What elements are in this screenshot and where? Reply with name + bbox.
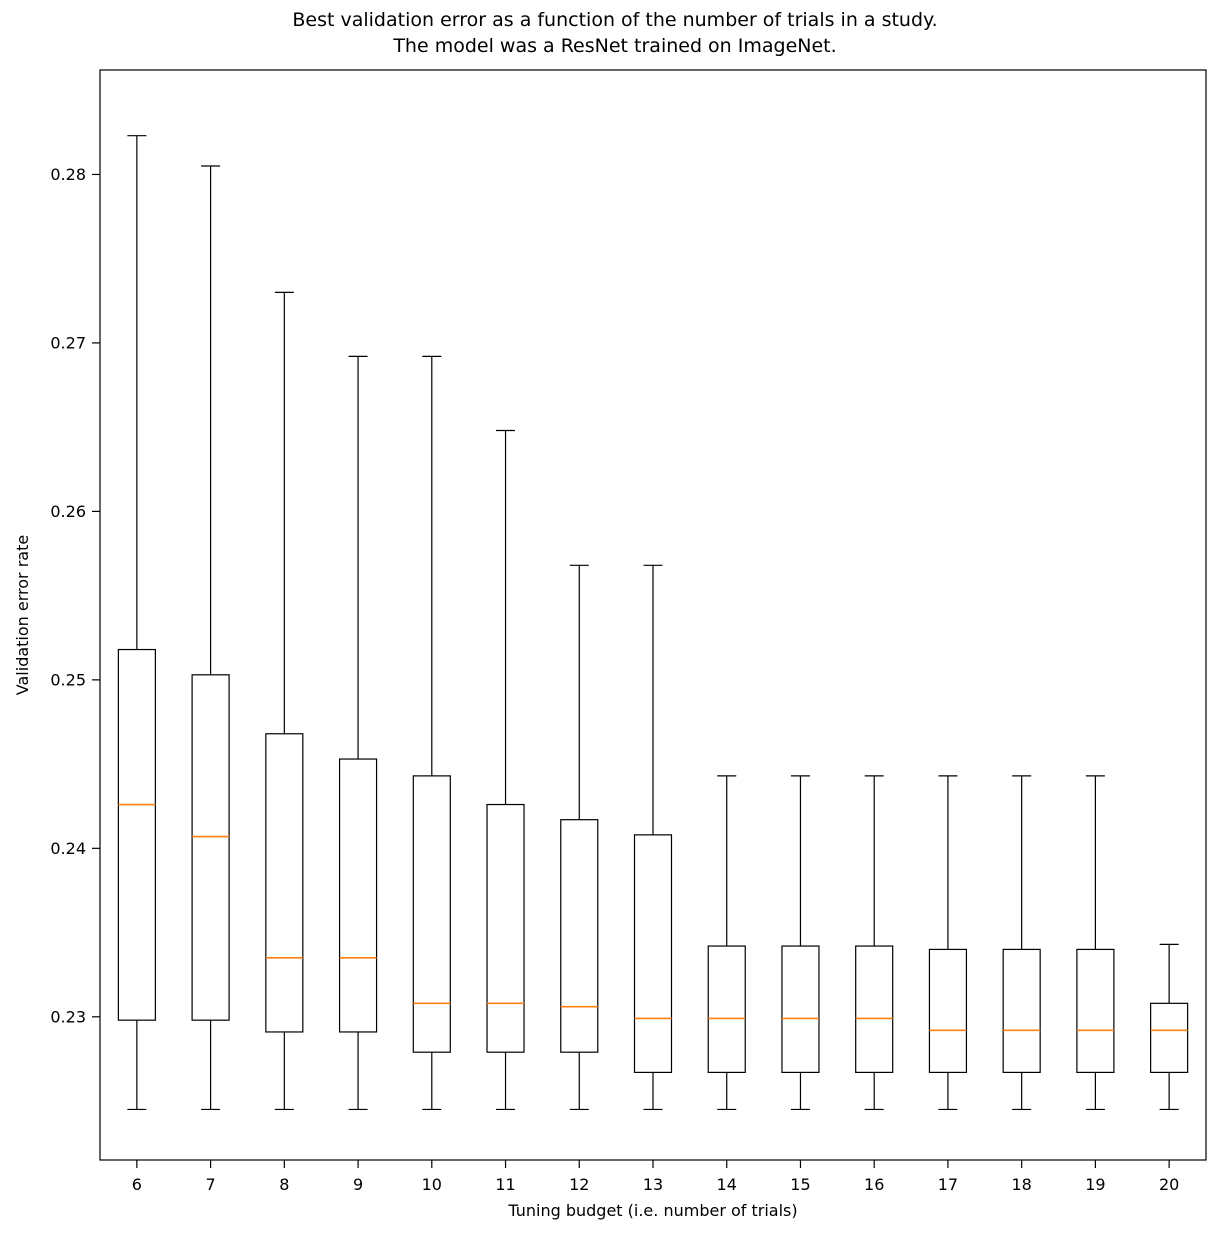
box-group-11: [486, 429, 525, 1111]
chart-title-line-2: The model was a ResNet trained on ImageN…: [392, 35, 836, 57]
x-tick-label: 12: [569, 1175, 589, 1194]
x-tick-label: 6: [132, 1175, 142, 1194]
iqr-box: [412, 775, 451, 1053]
box-group-14: [707, 775, 746, 1111]
iqr-box: [117, 648, 156, 1021]
iqr-box: [338, 758, 378, 1033]
x-tick-label: 20: [1159, 1175, 1179, 1194]
x-tick-label: 10: [422, 1175, 442, 1194]
iqr-box: [1002, 948, 1041, 1073]
iqr-box: [486, 803, 525, 1053]
y-tick-label: 0.26: [50, 502, 86, 521]
iqr-box: [633, 834, 673, 1073]
x-tick-label: 7: [206, 1175, 216, 1194]
box-group-8: [265, 291, 304, 1111]
x-tick-label: 14: [717, 1175, 737, 1194]
box-group-10: [412, 355, 451, 1111]
box-group-19: [1076, 775, 1115, 1111]
x-tick-label: 8: [279, 1175, 289, 1194]
box-group-6: [117, 135, 156, 1111]
x-axis-label: Tuning budget (i.e. number of trials): [507, 1201, 797, 1220]
y-tick-label: 0.28: [50, 165, 86, 184]
box-group-12: [560, 564, 599, 1111]
y-axis-label: Validation error rate: [13, 535, 32, 695]
box-group-18: [1002, 775, 1041, 1111]
x-tick-label: 18: [1011, 1175, 1031, 1194]
x-axis-ticks: 6 7 8 9 10 11 12 13 14 15 16 17 18 19 20: [132, 1160, 1179, 1194]
x-tick-label: 17: [938, 1175, 958, 1194]
iqr-box: [928, 948, 968, 1073]
iqr-box: [560, 819, 599, 1053]
box-group-16: [855, 775, 894, 1111]
iqr-box: [855, 945, 894, 1073]
x-tick-label: 15: [790, 1175, 810, 1194]
boxes-layer: [117, 135, 1189, 1111]
x-tick-label: 19: [1085, 1175, 1105, 1194]
y-tick-label: 0.25: [50, 670, 86, 689]
iqr-box: [707, 945, 746, 1073]
iqr-box: [1076, 948, 1115, 1073]
iqr-box: [781, 945, 820, 1073]
x-tick-label: 16: [864, 1175, 884, 1194]
box-group-17: [928, 775, 968, 1111]
x-tick-label: 11: [495, 1175, 515, 1194]
box-group-15: [781, 775, 820, 1111]
chart-title-line-1: Best validation error as a function of t…: [292, 9, 937, 31]
y-tick-label: 0.24: [50, 839, 86, 858]
x-tick-label: 13: [643, 1175, 663, 1194]
y-axis-ticks: 0.23 0.24 0.25 0.26 0.27 0.28: [50, 165, 100, 1026]
y-tick-label: 0.27: [50, 334, 86, 353]
iqr-box: [1150, 1002, 1189, 1073]
y-tick-label: 0.23: [50, 1007, 86, 1026]
box-group-9: [338, 355, 378, 1111]
box-group-7: [191, 165, 230, 1111]
box-group-20: [1150, 943, 1189, 1111]
iqr-box: [191, 674, 230, 1021]
iqr-box: [265, 733, 304, 1033]
x-tick-label: 9: [353, 1175, 363, 1194]
box-group-13: [633, 564, 673, 1111]
